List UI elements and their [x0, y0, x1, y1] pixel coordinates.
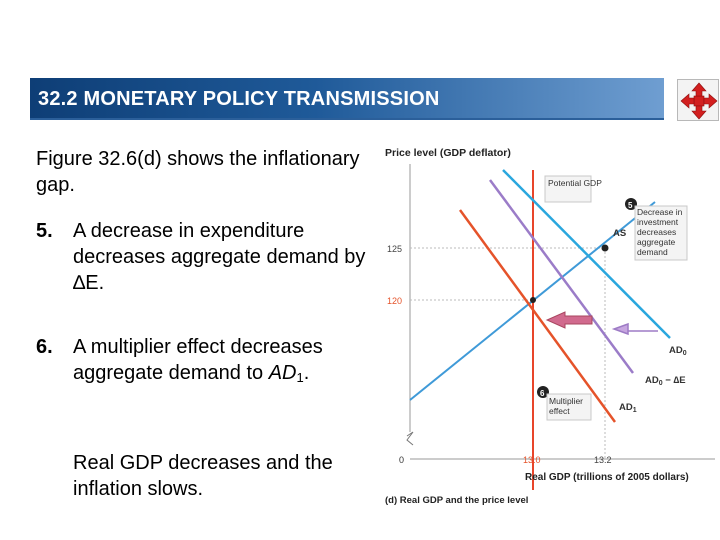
- shift-arrow-6: [545, 311, 593, 329]
- slide-title: 32.2 MONETARY POLICY TRANSMISSION: [38, 88, 440, 110]
- callout-5-number: 5: [628, 201, 633, 210]
- chart-caption: (d) Real GDP and the price level: [385, 495, 528, 506]
- ad0-minus-delta-e-curve: [488, 179, 635, 374]
- ad0-curve: [502, 169, 671, 339]
- x-tick-13-2: 13.2: [594, 455, 612, 465]
- intro-text: Figure 32.6(d) shows the inflationary ga…: [36, 148, 360, 196]
- equilibrium-point-a: [601, 244, 609, 252]
- ad0-label: AD0: [669, 345, 687, 357]
- origin-label: 0: [399, 455, 404, 465]
- callout-6-number: 6: [540, 389, 545, 398]
- as-label: AS: [613, 228, 626, 239]
- callout-6-box: [546, 393, 592, 421]
- equilibrium-point-b: [530, 297, 536, 303]
- four-arrows-move-icon[interactable]: [677, 79, 719, 121]
- list-number: 5.: [36, 220, 53, 242]
- callout-5-box: [634, 205, 688, 261]
- y-axis-label: Price level (GDP deflator): [385, 147, 511, 159]
- ad1-curve: [458, 209, 617, 423]
- axis-break: [406, 431, 414, 446]
- y-tick-125: 125: [387, 244, 402, 254]
- callout-6-badge: [537, 386, 549, 398]
- closing-text: Real GDP decreases and the inflation slo…: [73, 452, 333, 500]
- callout-6-text: Multiplier effect: [549, 396, 584, 416]
- list-item-text: A decrease in expenditure decreases aggr…: [73, 220, 366, 294]
- slide-title-bar: 32.2 MONETARY POLICY TRANSMISSION: [30, 78, 664, 120]
- ad-as-chart: Price level (GDP deflator) 0 125 120 13.…: [385, 147, 715, 506]
- potential-gdp-label: Potential GDP: [548, 178, 602, 188]
- ad0-minus-delta-e-label: AD0 − ∆E: [645, 375, 686, 387]
- ad1-label: AD1: [619, 402, 637, 414]
- shift-arrow-5: [611, 322, 658, 336]
- callout-5-badge: [625, 198, 637, 210]
- list-item-text: A multiplier effect decreases aggregate …: [73, 336, 323, 385]
- y-tick-120: 120: [387, 296, 402, 306]
- potential-gdp-label-box: [544, 175, 592, 203]
- x-axis-label: Real GDP (trillions of 2005 dollars): [525, 472, 689, 483]
- x-tick-13-0: 13.0: [523, 455, 541, 465]
- list-number: 6.: [36, 336, 53, 358]
- callout-5-text: Decrease in investment decreases aggrega…: [637, 207, 683, 257]
